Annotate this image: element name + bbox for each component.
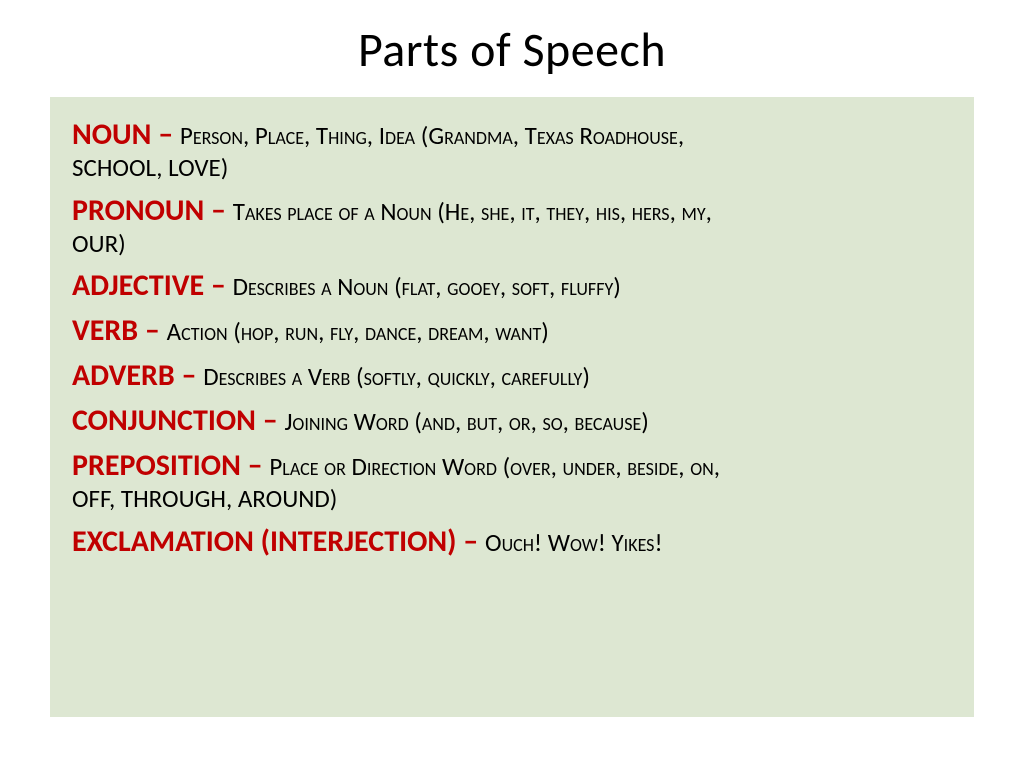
definition-text: Joining Word (and, but, or, so, because) (284, 406, 648, 437)
definition-text: Describes a Verb (softly, quickly, caref… (203, 361, 590, 392)
term-dash: – (204, 192, 233, 229)
definition-continuation: school, love) (72, 152, 952, 185)
term-dash: – (256, 402, 285, 439)
entry-preposition: Preposition – Place or Direction Word (o… (72, 446, 952, 516)
term-label: Preposition (72, 447, 241, 484)
definition-continuation: off, through, around) (72, 483, 952, 516)
entry-conjunction: Conjunction – Joining Word (and, but, or… (72, 401, 952, 440)
entry-exclamation: Exclamation (Interjection) – Ouch! Wow! … (72, 522, 952, 561)
slide-container: Parts of Speech Noun – Person, Place, Th… (0, 0, 1024, 768)
term-dash: – (138, 312, 167, 349)
term-label: Pronoun (72, 192, 204, 229)
term-label: Conjunction (72, 402, 256, 439)
definition-text: Action (hop, run, fly, dance, dream, wan… (167, 316, 549, 347)
definition-text: Place or Direction Word (over, under, be… (269, 451, 720, 482)
entry-adjective: Adjective – Describes a Noun (flat, gooe… (72, 266, 952, 305)
entry-adverb: Adverb – Describes a Verb (softly, quick… (72, 356, 952, 395)
term-dash: – (151, 116, 180, 153)
term-label: Verb (72, 312, 138, 349)
definition-text: Takes place of a Noun (He, she, it, they… (233, 196, 712, 227)
term-dash: – (204, 267, 233, 304)
definition-text: Ouch! Wow! Yikes! (485, 527, 663, 558)
term-dash: – (241, 447, 270, 484)
term-dash: – (175, 357, 204, 394)
term-label: Exclamation (Interjection) (72, 523, 457, 560)
content-box: Noun – Person, Place, Thing, Idea (Grand… (50, 97, 974, 717)
slide-title: Parts of Speech (50, 20, 974, 79)
entry-noun: Noun – Person, Place, Thing, Idea (Grand… (72, 115, 952, 185)
definition-text: Person, Place, Thing, Idea (Grandma, Tex… (180, 120, 684, 151)
term-label: Noun (72, 116, 151, 153)
term-label: Adjective (72, 267, 204, 304)
definition-text: Describes a Noun (flat, gooey, soft, flu… (233, 271, 621, 302)
term-label: Adverb (72, 357, 175, 394)
entry-pronoun: Pronoun – Takes place of a Noun (He, she… (72, 191, 952, 261)
term-dash: – (457, 523, 486, 560)
entry-verb: Verb – Action (hop, run, fly, dance, dre… (72, 311, 952, 350)
definition-continuation: our) (72, 228, 952, 261)
